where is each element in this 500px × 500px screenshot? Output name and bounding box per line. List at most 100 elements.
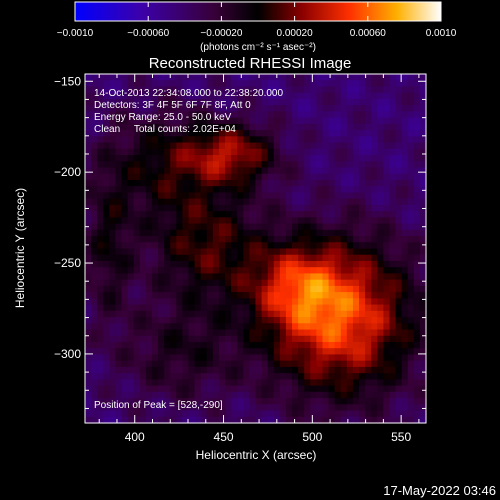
heatmap-cell: [365, 92, 372, 100]
heatmap-cell: [328, 354, 336, 362]
heatmap-cell: [133, 317, 141, 324]
heatmap-cell: [413, 267, 421, 275]
heatmap-cell: [316, 173, 324, 181]
heatmap-cell: [85, 167, 92, 175]
heatmap-cell: [139, 410, 147, 418]
heatmap-cell: [121, 267, 129, 275]
heatmap-cell: [377, 410, 384, 418]
heatmap-cell: [164, 323, 171, 331]
heatmap-cell: [151, 236, 159, 243]
heatmap-cell: [103, 329, 110, 337]
heatmap-cell: [334, 354, 342, 362]
heatmap-cell: [273, 117, 281, 125]
heatmap-cell: [206, 105, 214, 112]
heatmap-cell: [121, 211, 129, 218]
heatmap-cell: [255, 335, 263, 343]
heatmap-cell: [352, 130, 360, 137]
heatmap-cell: [243, 105, 251, 112]
heatmap-cell: [334, 317, 342, 324]
heatmap-cell: [176, 329, 184, 337]
heatmap-cell: [322, 273, 330, 281]
heatmap-cell: [151, 273, 159, 281]
heatmap-cell: [377, 310, 384, 318]
heatmap-cell: [206, 410, 214, 418]
heatmap-cell: [322, 204, 330, 212]
heatmap-cell: [231, 223, 238, 231]
heatmap-cell: [310, 279, 317, 287]
heatmap-cell: [164, 123, 171, 131]
heatmap-cell: [383, 416, 391, 424]
heatmap-cell: [133, 98, 141, 106]
heatmap-cell: [97, 285, 104, 293]
heatmap-cell: [267, 335, 275, 343]
heatmap-cell: [127, 173, 135, 181]
heatmap-cell: [91, 211, 98, 218]
heatmap-cell: [334, 111, 342, 119]
heatmap-cell: [188, 223, 196, 231]
heatmap-cell: [237, 167, 244, 175]
heatmap-cell: [139, 254, 147, 262]
heatmap-cell: [285, 229, 293, 237]
axis-ticks: 400 450 500 550−150−200−250−300: [54, 74, 426, 444]
heatmap-cell: [377, 217, 384, 225]
heatmap-cell: [133, 385, 141, 393]
heatmap-cell: [194, 292, 202, 299]
heatmap-cell: [249, 92, 257, 100]
heatmap-cell: [407, 229, 415, 237]
heatmap-cell: [279, 341, 287, 349]
heatmap-cell: [419, 248, 427, 256]
heatmap-cell: [212, 86, 220, 94]
heatmap-cell: [170, 292, 177, 299]
heatmap-cell: [91, 267, 98, 275]
heatmap-cell: [85, 229, 92, 237]
heatmap-cell: [212, 323, 220, 331]
heatmap-cell: [261, 341, 269, 349]
heatmap-cell: [206, 155, 214, 162]
heatmap-cell: [328, 105, 336, 112]
colorbar-ticks: −0.0010 −0.00060 −0.00020 0.00020 0.00060 0.0…: [57, 2, 457, 39]
heatmap-cell: [285, 155, 293, 162]
heatmap-cell: [218, 279, 226, 287]
heatmap-cell: [255, 329, 263, 337]
heatmap-cell: [243, 373, 251, 380]
heatmap-cell: [139, 186, 147, 194]
heatmap-cell: [334, 130, 342, 137]
heatmap-cell: [182, 260, 190, 268]
heatmap-cell: [139, 366, 147, 374]
heatmap-cell: [91, 92, 98, 100]
heatmap-cell: [127, 354, 135, 362]
heatmap-cell: [334, 279, 342, 287]
heatmap-cell: [231, 98, 238, 106]
heatmap-cell: [249, 229, 257, 237]
heatmap-cell: [91, 198, 98, 206]
heatmap-cell: [237, 348, 244, 356]
heatmap-cell: [419, 404, 427, 412]
heatmap-cell: [273, 123, 281, 131]
heatmap-cell: [243, 341, 251, 349]
heatmap-cell: [310, 373, 317, 380]
heatmap-cell: [395, 285, 403, 293]
heatmap-cell: [419, 80, 427, 88]
heatmap-cell: [182, 341, 190, 349]
heatmap-cell: [151, 186, 159, 194]
heatmap-cell: [285, 310, 293, 318]
heatmap-cell: [419, 260, 427, 268]
heatmap-cell: [261, 236, 269, 243]
heatmap-cell: [261, 111, 269, 119]
heatmap-cell: [249, 267, 257, 275]
heatmap-cell: [164, 292, 171, 299]
heatmap-cell: [419, 186, 427, 194]
heatmap-cell: [365, 155, 372, 162]
heatmap-cell: [267, 323, 275, 331]
heatmap-cell: [121, 254, 129, 262]
heatmap-cell: [139, 373, 147, 380]
heatmap-cell: [225, 155, 232, 162]
heatmap-cell: [164, 260, 171, 268]
heatmap-cell: [298, 329, 305, 337]
heatmap-cell: [328, 204, 336, 212]
heatmap-cell: [206, 86, 214, 94]
heatmap-cell: [103, 229, 110, 237]
heatmap-cell: [310, 260, 317, 268]
heatmap-cell: [170, 186, 177, 194]
heatmap-cell: [97, 323, 104, 331]
